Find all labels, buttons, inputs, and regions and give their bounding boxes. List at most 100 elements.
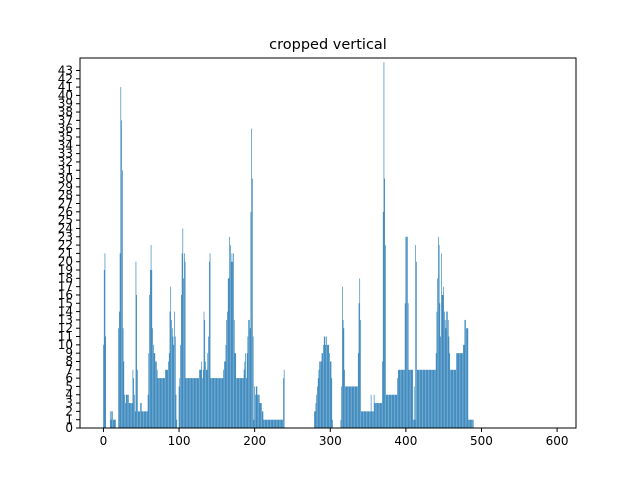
bar bbox=[342, 319, 344, 428]
bar bbox=[345, 386, 346, 428]
bar bbox=[112, 419, 114, 428]
bar bbox=[135, 261, 137, 428]
bar bbox=[416, 369, 418, 428]
bar bbox=[183, 278, 184, 428]
bar bbox=[418, 369, 420, 428]
bar bbox=[248, 319, 249, 428]
bar bbox=[281, 419, 283, 428]
bar bbox=[374, 403, 376, 428]
bar bbox=[318, 369, 320, 428]
bar bbox=[414, 419, 416, 428]
bar bbox=[438, 245, 440, 428]
bar bbox=[408, 369, 410, 428]
bar bbox=[150, 245, 152, 428]
bar bbox=[190, 378, 192, 428]
bar bbox=[122, 328, 124, 428]
y-tick-label: 20 bbox=[58, 255, 73, 269]
bar bbox=[348, 386, 350, 428]
axes-frame bbox=[79, 57, 577, 429]
bar bbox=[239, 378, 240, 428]
bar bbox=[217, 378, 218, 428]
bar bbox=[466, 328, 468, 428]
bar bbox=[388, 394, 390, 428]
y-tick-label: 40 bbox=[58, 88, 73, 102]
bar bbox=[152, 328, 153, 428]
bar bbox=[372, 411, 373, 428]
bar bbox=[389, 394, 391, 428]
bar bbox=[110, 419, 112, 428]
bar bbox=[243, 369, 245, 428]
bar bbox=[346, 386, 348, 428]
bar bbox=[128, 394, 129, 428]
bar bbox=[199, 369, 201, 428]
bar bbox=[363, 411, 364, 428]
bar bbox=[146, 411, 148, 428]
y-tick-label: 23 bbox=[58, 230, 73, 244]
bar bbox=[119, 253, 121, 428]
bar bbox=[433, 369, 435, 428]
bar bbox=[320, 361, 321, 428]
bar bbox=[472, 419, 473, 428]
bar bbox=[282, 419, 283, 428]
bar bbox=[328, 344, 330, 428]
bar bbox=[409, 369, 410, 428]
bar bbox=[398, 369, 400, 428]
bar bbox=[465, 319, 466, 428]
bar bbox=[227, 311, 228, 428]
bar bbox=[246, 353, 248, 428]
x-tick-label: 100 bbox=[168, 434, 191, 448]
bar bbox=[385, 245, 386, 428]
y-tick-label: 35 bbox=[58, 130, 73, 144]
bar bbox=[168, 353, 170, 428]
bar bbox=[196, 378, 198, 428]
y-tick-label: 42 bbox=[58, 72, 73, 86]
y-tick-label: 27 bbox=[58, 197, 73, 211]
y-tick-label: 29 bbox=[58, 180, 73, 194]
bar bbox=[361, 411, 363, 428]
bar bbox=[156, 369, 158, 428]
bar bbox=[125, 394, 127, 428]
bar bbox=[388, 394, 389, 428]
bar bbox=[329, 353, 330, 428]
bar bbox=[421, 369, 423, 428]
bar bbox=[315, 403, 317, 428]
bar bbox=[453, 369, 454, 428]
bar bbox=[455, 369, 457, 428]
bar bbox=[137, 411, 139, 428]
bar bbox=[373, 411, 374, 428]
bar bbox=[207, 353, 209, 428]
bar bbox=[349, 386, 351, 428]
y-tick-label: 36 bbox=[58, 122, 73, 136]
bar bbox=[137, 369, 138, 428]
bar bbox=[451, 369, 453, 428]
bar bbox=[224, 361, 226, 428]
y-tick-label: 8 bbox=[65, 354, 73, 368]
bar bbox=[420, 369, 422, 428]
bar bbox=[175, 394, 177, 428]
bar bbox=[460, 353, 461, 428]
bar bbox=[380, 403, 382, 428]
bar bbox=[413, 386, 415, 428]
bar bbox=[358, 303, 360, 428]
bar bbox=[274, 419, 276, 428]
bar bbox=[422, 369, 423, 428]
bar bbox=[277, 419, 278, 428]
bar bbox=[170, 286, 172, 428]
bar bbox=[181, 294, 182, 428]
bar bbox=[258, 394, 259, 428]
bar bbox=[253, 419, 255, 428]
bar bbox=[326, 336, 327, 428]
bar bbox=[240, 378, 242, 428]
bar bbox=[159, 378, 160, 428]
bar bbox=[457, 353, 459, 428]
bar bbox=[444, 319, 446, 428]
bar bbox=[126, 394, 128, 428]
bar bbox=[407, 236, 408, 428]
bar bbox=[391, 394, 392, 428]
bar bbox=[390, 394, 392, 428]
bar bbox=[120, 87, 122, 428]
bar bbox=[188, 378, 190, 428]
bar bbox=[379, 403, 380, 428]
bar bbox=[208, 261, 210, 428]
bar bbox=[261, 403, 262, 428]
